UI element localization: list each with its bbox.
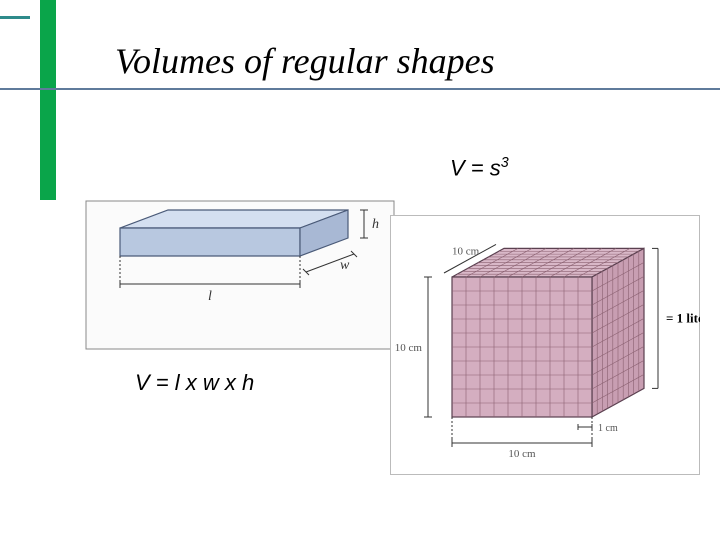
accent-vertical-bar xyxy=(40,0,56,200)
formula-cube-base: V = s xyxy=(450,155,501,180)
formula-cube-exp: 3 xyxy=(501,155,509,171)
title-underline xyxy=(0,88,720,90)
svg-text:10 cm: 10 cm xyxy=(395,342,423,354)
svg-text:h: h xyxy=(372,217,379,232)
prism-svg: l w h xyxy=(85,200,395,350)
svg-text:10 cm: 10 cm xyxy=(508,448,536,460)
svg-text:1 cm: 1 cm xyxy=(598,423,618,434)
cube-diagram: 10 cm 10 cm 10 cm 1 cm = 1 liter xyxy=(390,215,700,475)
svg-text:10 cm: 10 cm xyxy=(452,246,480,258)
svg-text:= 1 liter: = 1 liter xyxy=(666,310,700,325)
accent-dash xyxy=(0,16,30,19)
formula-prism: V = l x w x h xyxy=(135,370,254,396)
svg-text:w: w xyxy=(340,258,350,273)
formula-cube: V = s3 xyxy=(450,155,509,181)
slide-root: Volumes of regular shapes V = s3 V = l x… xyxy=(0,0,720,540)
svg-text:l: l xyxy=(208,289,212,304)
prism-diagram: l w h xyxy=(85,200,395,350)
cube-svg: 10 cm 10 cm 10 cm 1 cm = 1 liter xyxy=(390,215,700,475)
page-title: Volumes of regular shapes xyxy=(115,40,495,82)
